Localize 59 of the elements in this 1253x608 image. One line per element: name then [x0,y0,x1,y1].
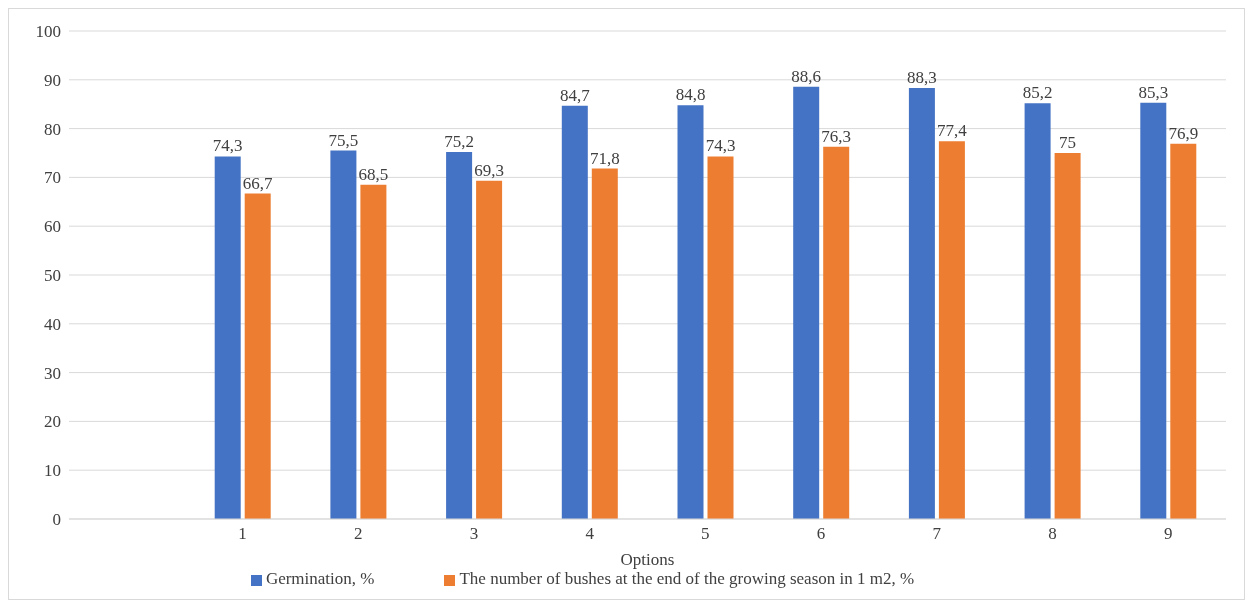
data-label: 69,3 [474,160,504,180]
bar [793,86,820,519]
x-tick-label: 6 [816,524,826,544]
x-tick-label: 2 [354,524,363,544]
y-tick-label: 80 [44,119,61,139]
data-label: 66,7 [242,173,274,193]
y-tick-label: 0 [52,510,61,530]
bar [908,88,935,519]
x-tick-label: 5 [701,524,710,544]
y-tick-label: 40 [44,314,61,334]
y-tick-label: 90 [44,70,61,90]
bar [1170,143,1197,519]
bar [446,152,473,519]
data-label: 84,8 [675,85,706,105]
data-label: 75 [1059,133,1077,152]
x-tick-label: 8 [1048,524,1057,544]
bar [476,180,503,519]
x-tick-label: 7 [932,524,942,544]
y-tick-label: 10 [44,461,61,481]
x-tick-label: 4 [585,524,595,544]
data-label: 84,7 [559,85,591,105]
x-tick-label: 1 [238,524,247,544]
bar [360,184,387,519]
y-tick-label: 30 [44,363,61,383]
x-axis-title: Options [620,550,675,569]
data-label: 76,3 [821,126,852,146]
data-label: 75,5 [328,130,359,150]
x-tick-label: 3 [469,524,479,544]
bar [1024,103,1051,519]
bar [823,146,850,519]
data-label: 85,2 [1022,83,1053,103]
x-tick-label: 9 [1163,524,1173,544]
bar [591,168,618,519]
bar [938,141,965,519]
legend-label: Germination, % [265,569,375,588]
data-label: 75,2 [444,132,474,152]
bar [330,150,357,519]
y-tick-label: 20 [44,412,61,432]
data-label: 71,8 [589,148,620,168]
y-tick-label: 100 [35,22,61,42]
y-tick-label: 70 [44,168,61,188]
bar [214,156,241,519]
bar [677,105,704,519]
bar [707,156,734,519]
data-label: 88,3 [907,68,937,88]
bar [1140,102,1167,519]
data-label: 76,9 [1168,123,1199,143]
bar [561,105,588,519]
y-tick-label: 50 [44,266,61,286]
bar [1054,153,1081,519]
bar [244,193,271,519]
data-label: 88,6 [791,66,822,86]
y-tick-label: 60 [44,217,61,237]
data-label: 77,4 [937,121,968,141]
data-label: 74,3 [212,136,243,156]
data-label: 85,3 [1138,82,1169,102]
legend-label: The number of bushes at the end of the growing season in 1 m2, % [459,569,915,588]
data-label: 68,5 [358,164,389,184]
data-label: 74,3 [705,136,736,156]
